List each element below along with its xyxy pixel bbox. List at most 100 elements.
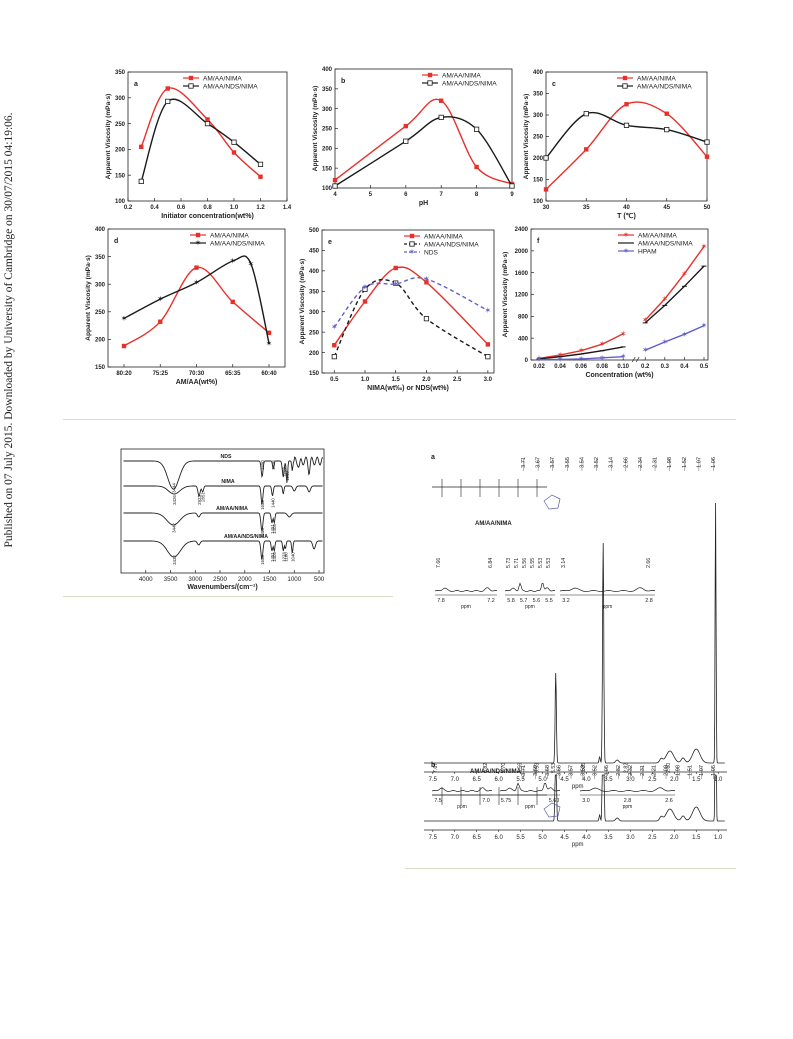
data-point: ✶ bbox=[266, 339, 273, 348]
data-point: ✶ bbox=[536, 355, 543, 364]
peak-label: 2851 bbox=[201, 492, 206, 502]
data-point: ✶ bbox=[681, 330, 688, 339]
x-tick-label: 5 bbox=[369, 192, 373, 198]
data-point bbox=[165, 86, 170, 91]
x-tick-label: 2.5 bbox=[648, 835, 657, 841]
axis-break bbox=[635, 356, 640, 363]
panel-letter: f bbox=[537, 238, 540, 245]
data-point bbox=[473, 126, 480, 132]
y-tick-label: 800 bbox=[518, 315, 529, 321]
shift-label: 1.98 bbox=[675, 765, 681, 776]
x-tick-label: 2.5 bbox=[648, 777, 657, 783]
shift-label: 3.71 bbox=[521, 765, 527, 776]
x-axis-label: ppm bbox=[572, 784, 584, 790]
plot-frame bbox=[127, 71, 288, 202]
structure-ring bbox=[543, 802, 561, 818]
x-tick-label: 4.0 bbox=[582, 835, 591, 841]
data-point bbox=[121, 343, 127, 349]
y-tick-label: 250 bbox=[95, 310, 106, 316]
x-tick-label: 0.5 bbox=[700, 364, 709, 370]
inset-axis-label: ppm bbox=[457, 804, 467, 810]
chart-panel-a: 100 150 200 250 300 350 0.2 0.4 0.6 0.8 1.0 1.2 1.4 I… bbox=[105, 70, 292, 220]
y-tick-label: 250 bbox=[533, 135, 544, 141]
x-tick-label: 5.0 bbox=[538, 777, 547, 783]
peak-label: 2923 bbox=[197, 495, 202, 505]
shift-label: 1.98 bbox=[667, 457, 673, 468]
x-tick-label: 3.0 bbox=[484, 377, 493, 383]
inset-tick-label: 5.6 bbox=[533, 598, 541, 604]
y-axis-label: Apparent Viscosity (mPa·s) bbox=[502, 252, 509, 338]
panel-letter: b bbox=[341, 78, 345, 85]
y-tick-label: 150 bbox=[95, 365, 106, 371]
inset-tick-label: 5.7 bbox=[520, 598, 528, 604]
peak-label: 1451 bbox=[270, 524, 275, 534]
peak-label: 1223 bbox=[281, 467, 286, 477]
data-point bbox=[543, 155, 549, 161]
data-point: ✶ bbox=[331, 323, 338, 332]
data-point: ✶ bbox=[121, 314, 128, 323]
spectrum-label: AM/AA/NDS/NIMA bbox=[224, 534, 268, 540]
data-point: ✶ bbox=[578, 354, 585, 363]
panel-letter: b bbox=[431, 762, 435, 769]
data-point: ✶ bbox=[701, 242, 708, 251]
chart-panel-b: 100 150 200 250 300 350 400 4 5 6 7 8 9 pH Apparent Vi… bbox=[312, 67, 515, 207]
data-point bbox=[624, 102, 629, 107]
x-tick-label: 1.0 bbox=[361, 377, 370, 383]
shift-label: 3.71 bbox=[521, 457, 527, 468]
inset-spectrum bbox=[434, 587, 498, 592]
x-tick-label: 2.5 bbox=[453, 377, 462, 383]
shift-label: 2.34 bbox=[638, 457, 644, 468]
y-tick-label: 100 bbox=[115, 199, 126, 205]
inset-tick-label: 5.75 bbox=[501, 798, 512, 804]
data-point bbox=[231, 150, 237, 155]
x-tick-label: 2.0 bbox=[670, 777, 679, 783]
shift-label: 3.52 bbox=[594, 457, 600, 468]
x-tick-label: 9 bbox=[510, 192, 514, 198]
x-tick-label: 6.0 bbox=[494, 777, 503, 783]
inset-tick-label: 5.60 bbox=[549, 798, 560, 804]
x-tick-label: 6.0 bbox=[494, 835, 503, 841]
shift-label: 3.14 bbox=[609, 457, 615, 468]
data-point bbox=[195, 232, 201, 238]
x-tick-label: 500 bbox=[314, 576, 325, 583]
inset-tick-label: 3.0 bbox=[582, 798, 590, 804]
data-point bbox=[664, 127, 670, 133]
inset-tick-label: 5.8 bbox=[507, 598, 515, 604]
shift-label: 2.82 bbox=[616, 765, 622, 776]
data-point bbox=[409, 241, 415, 247]
inset-shift-label: 5.71 bbox=[514, 558, 520, 568]
x-tick-label: 1.5 bbox=[692, 835, 701, 841]
x-tick-label: 0.6 bbox=[177, 205, 186, 211]
inset-shift-label: 7.66 bbox=[436, 558, 442, 568]
y-axis-label: Apparent Viscosity (mPa·s) bbox=[85, 255, 92, 341]
series-line bbox=[140, 87, 261, 178]
shift-label: 2.66 bbox=[623, 457, 629, 468]
x-tick-label: 1.0 bbox=[714, 777, 723, 783]
x-axis-label: pH bbox=[419, 200, 428, 207]
y-tick-label: 300 bbox=[309, 310, 320, 316]
series-line bbox=[545, 111, 708, 159]
data-point: ✶ bbox=[392, 279, 399, 288]
nmr-spectrum bbox=[424, 774, 725, 822]
peak-label: 1451 bbox=[270, 552, 275, 562]
y-tick-label: 500 bbox=[309, 228, 320, 234]
data-point: ✶ bbox=[642, 316, 649, 325]
inset-tick-label: 7.8 bbox=[437, 598, 445, 604]
shift-label: 1.07 bbox=[699, 765, 705, 776]
peak-label: 1405 bbox=[272, 524, 277, 534]
y-axis-label: Apparent Viscosity (mPa·s) bbox=[523, 94, 530, 180]
legend-label: AM/AA/NIMA bbox=[442, 72, 481, 79]
x-tick-label: 7.0 bbox=[451, 777, 460, 783]
data-point bbox=[427, 80, 433, 86]
x-axis-label: AM/AA(wt%) bbox=[176, 379, 218, 386]
legend-label: AM/AA/NIMA bbox=[424, 233, 463, 240]
peak-label: 1440 bbox=[271, 498, 276, 508]
y-tick-label: 1200 bbox=[515, 293, 529, 299]
x-tick-label: 40 bbox=[623, 205, 630, 211]
inset-axis-label: ppm bbox=[623, 804, 633, 810]
data-point bbox=[332, 177, 338, 183]
chart-panel-f: 0 400 800 1200 1600 2000 2400 0.02 0.04 0.06 0.08 0… bbox=[502, 227, 709, 379]
x-tick-label: 0.3 bbox=[661, 364, 670, 370]
x-tick-label: 0.8 bbox=[203, 205, 212, 211]
chart-panel-ftir: 4000 3500 3000 2500 2000 1500 1000 500 Wavenumbe… bbox=[120, 448, 325, 591]
